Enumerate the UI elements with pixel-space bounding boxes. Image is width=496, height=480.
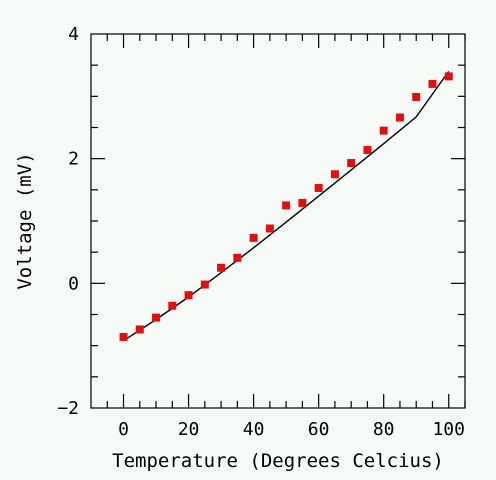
fit-line bbox=[123, 70, 450, 342]
data-point bbox=[217, 263, 226, 272]
axis-ticks bbox=[91, 34, 466, 408]
data-point bbox=[184, 291, 193, 300]
y-tick-labels: −2 0 2 4 bbox=[57, 24, 79, 419]
data-point bbox=[379, 126, 388, 135]
data-point bbox=[444, 72, 453, 81]
plot-frame bbox=[90, 33, 466, 409]
y-tick-label: −2 bbox=[57, 398, 79, 419]
data-point bbox=[249, 233, 258, 242]
data-point bbox=[330, 170, 339, 179]
x-tick-label: 0 bbox=[118, 419, 129, 440]
x-tick-label: 20 bbox=[178, 419, 200, 440]
data-point bbox=[314, 183, 323, 192]
data-point bbox=[412, 92, 421, 101]
data-point bbox=[152, 313, 161, 322]
data-point bbox=[119, 332, 128, 341]
data-point bbox=[282, 201, 291, 210]
data-point bbox=[298, 198, 307, 207]
x-axis-label: Temperature (Degrees Celcius) bbox=[112, 450, 444, 472]
y-tick-label: 0 bbox=[68, 273, 79, 294]
x-tick-label: 60 bbox=[308, 419, 330, 440]
x-tick-label: 40 bbox=[243, 419, 265, 440]
data-point bbox=[363, 145, 372, 154]
x-tick-label: 100 bbox=[432, 419, 465, 440]
y-tick-label: 4 bbox=[68, 24, 79, 45]
data-point bbox=[347, 159, 356, 168]
x-tick-label: 80 bbox=[373, 419, 395, 440]
x-tick-labels: 0 20 40 60 80 100 bbox=[118, 419, 465, 440]
data-point bbox=[395, 113, 404, 122]
data-point bbox=[233, 253, 242, 262]
data-point bbox=[200, 280, 209, 289]
data-point bbox=[428, 79, 437, 88]
data-point bbox=[265, 224, 274, 233]
y-axis-label: Voltage (mV) bbox=[14, 152, 36, 289]
data-points bbox=[119, 72, 453, 341]
data-point bbox=[135, 325, 144, 334]
y-tick-label: 2 bbox=[68, 149, 79, 170]
data-point bbox=[168, 301, 177, 310]
